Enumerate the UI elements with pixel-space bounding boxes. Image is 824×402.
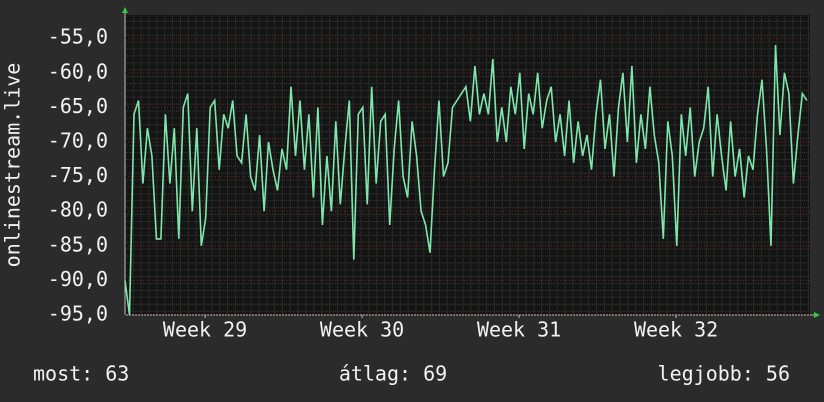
- x-tick-label: Week 31: [477, 318, 561, 342]
- x-tick-label: Week 30: [320, 318, 404, 342]
- y-tick-label: -70,0: [48, 129, 108, 153]
- y-tick-label: -95,0: [48, 302, 108, 326]
- x-arrow: [814, 312, 820, 318]
- footer-average: átlag: 69: [339, 362, 447, 386]
- y-tick-label: -55,0: [48, 25, 108, 49]
- footer-best: legjobb: 56: [658, 362, 790, 386]
- data-line: [124, 45, 808, 316]
- y-tick-label: -90,0: [48, 267, 108, 291]
- y-axis-label: onlinestream.live: [1, 63, 25, 268]
- y-tick-label: -80,0: [48, 198, 108, 222]
- footer-current: most: 63: [33, 362, 129, 386]
- minor-grid: [125, 14, 810, 315]
- y-arrow: [122, 7, 128, 13]
- y-tick-label: -65,0: [48, 94, 108, 118]
- y-tick-label: -85,0: [48, 232, 108, 256]
- y-tick-label: -60,0: [48, 59, 108, 83]
- x-tick-label: Week 29: [163, 318, 247, 342]
- y-tick-label: -75,0: [48, 163, 108, 187]
- x-tick-label: Week 32: [634, 318, 718, 342]
